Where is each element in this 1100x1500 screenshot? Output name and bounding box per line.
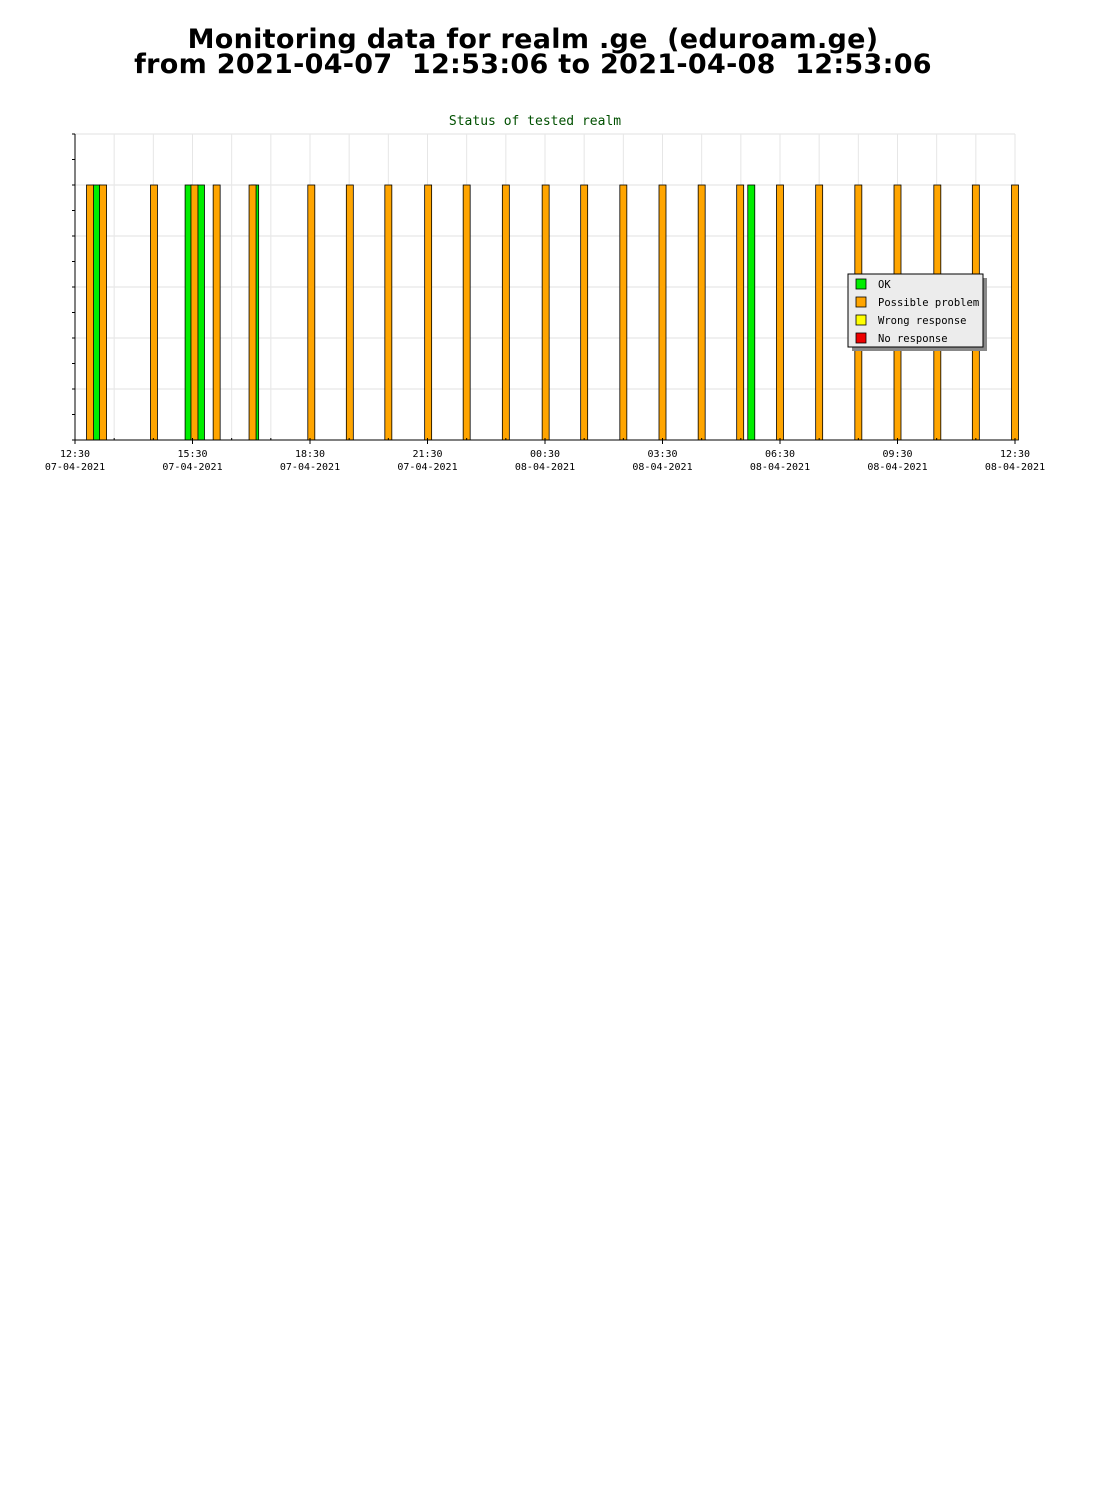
bar-possible-problem [150,184,158,441]
x-tick-label-time: 00:30 [530,449,560,460]
x-tick-label-date: 08-04-2021 [867,462,927,473]
x-tick-label-time: 12:30 [60,449,90,460]
bar-ok [747,184,756,441]
x-tick-label-time: 06:30 [765,449,795,460]
legend-swatch-wrong-response [855,314,867,326]
bar-possible-problem [580,184,589,441]
x-tick-label-time: 09:30 [882,449,912,460]
legend-swatch-ok [855,278,867,290]
x-tick-label-date: 07-04-2021 [162,462,222,473]
legend-label-wrong-response: Wrong response [878,315,967,327]
x-tick-label-date: 08-04-2021 [985,462,1045,473]
page-title-line-1: Monitoring data for realm .ge (eduroam.g… [187,24,879,55]
legend-box [847,273,984,348]
bar-possible-problem [424,184,433,441]
legend-label-ok: OK [878,279,891,291]
legend-swatch-no-response [855,332,867,344]
bar-possible-problem [1011,184,1019,441]
bar-possible-problem [190,184,199,441]
bar-ok [92,184,101,441]
x-tick-label-date: 08-04-2021 [515,462,575,473]
bar-possible-problem [307,184,316,441]
x-tick-label-date: 07-04-2021 [280,462,340,473]
bar-possible-problem [776,184,784,441]
bar-possible-problem [86,184,94,441]
bar-possible-problem [384,184,393,441]
chart-x-ticks: 12:30 07-04-2021 15:30 07-04-2021 18:30 07-04… [45,440,1045,473]
legend-swatch-possible-problem [855,296,867,308]
bar-possible-problem [212,184,221,441]
bar-possible-problem [541,184,550,441]
x-tick-label-time: 21:30 [412,449,442,460]
x-tick-label-date: 08-04-2021 [750,462,810,473]
x-tick-label-date: 07-04-2021 [45,462,105,473]
legend-label-no-response: No response [878,333,948,345]
bar-possible-problem [501,184,510,441]
bar-possible-problem [697,184,706,441]
status-chart: Status of tested realm 12:30 07-04-2021 15… [45,114,1045,473]
chart-title: Status of tested realm [449,114,621,129]
x-tick-label-time: 15:30 [177,449,207,460]
bar-possible-problem [815,184,824,441]
chart-legend: OK Possible problem Wrong response No respo… [847,273,987,351]
bar-possible-problem [736,184,745,441]
bar-ok [197,184,205,441]
x-tick-label-time: 12:30 [1000,449,1030,460]
x-tick-label-time: 18:30 [295,449,325,460]
bar-possible-problem [619,184,628,441]
page-title-line-2: from 2021-04-07 12:53:06 to 2021-04-08 1… [134,49,932,80]
bar-possible-problem [248,184,257,441]
x-tick-label-time: 03:30 [647,449,677,460]
bar-possible-problem [462,184,471,441]
bar-possible-problem [658,184,667,441]
bar-possible-problem [99,184,107,441]
x-tick-label-date: 08-04-2021 [632,462,692,473]
bar-possible-problem [345,184,354,441]
x-tick-label-date: 07-04-2021 [397,462,457,473]
legend-label-possible-problem: Possible problem [878,297,979,309]
